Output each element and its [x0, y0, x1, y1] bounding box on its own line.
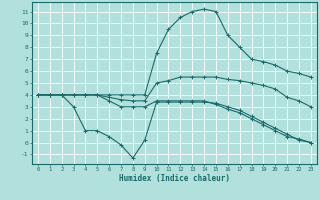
X-axis label: Humidex (Indice chaleur): Humidex (Indice chaleur) — [119, 174, 230, 183]
